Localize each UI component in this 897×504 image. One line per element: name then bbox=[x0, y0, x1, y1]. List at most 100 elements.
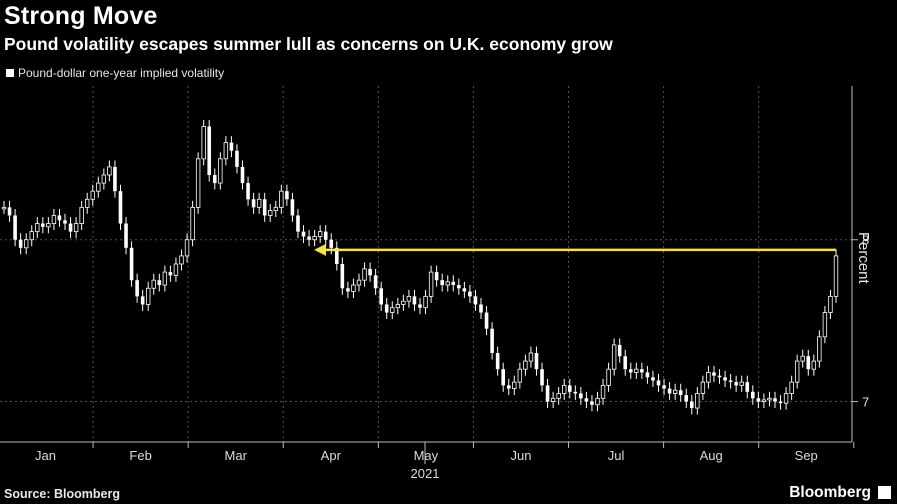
candle-body bbox=[379, 288, 383, 305]
candle-body bbox=[773, 398, 777, 402]
y-tick-label: 8 bbox=[862, 233, 869, 248]
candle-body bbox=[540, 369, 544, 386]
candle-body bbox=[368, 268, 372, 276]
candle-body bbox=[706, 372, 711, 383]
candle-body bbox=[401, 300, 406, 305]
candle-body bbox=[346, 288, 350, 292]
candle-body bbox=[501, 369, 505, 386]
candle-body bbox=[628, 369, 633, 373]
candle-body bbox=[590, 401, 594, 405]
candle-body bbox=[390, 307, 395, 313]
candle-body bbox=[356, 279, 362, 286]
candle-body bbox=[179, 255, 184, 265]
candle-body bbox=[457, 285, 461, 289]
candle-body bbox=[41, 223, 45, 227]
candle-body bbox=[512, 381, 517, 389]
candle-body bbox=[423, 295, 428, 309]
candle-body bbox=[173, 263, 179, 276]
candle-body bbox=[335, 247, 339, 264]
candle-body bbox=[195, 158, 201, 208]
candle-body bbox=[235, 150, 239, 167]
candle-body bbox=[567, 385, 572, 392]
candle-body bbox=[101, 174, 107, 184]
candle-body bbox=[273, 206, 278, 211]
candle-body bbox=[157, 280, 162, 286]
candle-body bbox=[168, 272, 173, 276]
candle-body bbox=[256, 198, 262, 208]
brand-logo: Bloomberg bbox=[789, 484, 871, 501]
x-tick-label: May bbox=[414, 448, 439, 463]
candle-body bbox=[412, 296, 417, 305]
candle-body bbox=[140, 296, 145, 305]
axes: Jan Feb Mar Apr May Jun Jul Aug Sep 2021 7 8 bbox=[0, 86, 869, 481]
candle-body bbox=[268, 210, 273, 216]
candle-body bbox=[717, 375, 722, 378]
x-tick-label: Apr bbox=[321, 448, 342, 463]
candle-body bbox=[700, 381, 706, 394]
candle-body bbox=[190, 206, 195, 241]
candle-body bbox=[246, 183, 250, 200]
series-candles bbox=[1, 119, 839, 415]
x-tick-label: Aug bbox=[700, 448, 723, 463]
candle-body bbox=[600, 384, 606, 399]
candle-body bbox=[290, 199, 295, 216]
candle-body bbox=[151, 279, 156, 289]
candle-body bbox=[63, 220, 67, 224]
brand-mark-icon bbox=[878, 486, 891, 499]
candle-body bbox=[611, 344, 617, 370]
candle-body bbox=[73, 223, 79, 233]
candle-body bbox=[534, 353, 539, 370]
candle-body bbox=[317, 231, 323, 237]
candle-body bbox=[35, 223, 40, 233]
candle-body bbox=[678, 390, 683, 396]
candle-body bbox=[789, 381, 794, 394]
candle-body bbox=[201, 126, 206, 160]
candle-body bbox=[645, 372, 650, 378]
candle-body bbox=[806, 356, 811, 370]
candle-body bbox=[373, 275, 378, 289]
annotation-arrow bbox=[314, 243, 836, 256]
candle-body bbox=[817, 336, 822, 362]
candle-body bbox=[734, 382, 738, 386]
candle-body bbox=[634, 368, 639, 373]
candle-body bbox=[13, 215, 17, 240]
candle-body bbox=[18, 239, 23, 248]
candle-body bbox=[767, 397, 772, 401]
candle-body bbox=[351, 284, 356, 292]
candle-body bbox=[656, 380, 661, 386]
candle-body bbox=[113, 166, 117, 192]
candle-body bbox=[107, 166, 112, 176]
candle-body bbox=[833, 255, 839, 297]
candle-body bbox=[207, 126, 212, 175]
candle-body bbox=[794, 360, 800, 383]
candle-body bbox=[495, 353, 500, 370]
candle-body bbox=[484, 312, 489, 329]
x-tick-label: Jul bbox=[608, 448, 625, 463]
candle-body bbox=[240, 166, 245, 184]
legend-label: Pound-dollar one-year implied volatility bbox=[18, 66, 225, 80]
candle-body bbox=[550, 397, 556, 402]
candle-body bbox=[462, 288, 467, 292]
candle-body bbox=[523, 360, 528, 370]
candle-body bbox=[712, 372, 716, 376]
candle-body bbox=[312, 236, 317, 241]
candle-body bbox=[96, 182, 101, 192]
candle-body bbox=[473, 296, 478, 305]
y-tick-label: 7 bbox=[862, 395, 869, 410]
candle-body bbox=[223, 142, 229, 160]
candle-body bbox=[434, 272, 439, 281]
arrow-head bbox=[314, 243, 326, 256]
candle-body bbox=[146, 287, 151, 305]
candle-body bbox=[640, 369, 644, 373]
candle-body bbox=[307, 236, 311, 240]
chart-subtitle: Pound volatility escapes summer lull as … bbox=[4, 34, 613, 54]
candle-body bbox=[57, 215, 62, 221]
candle-body bbox=[323, 231, 328, 240]
candle-body bbox=[7, 207, 12, 216]
candle-body bbox=[728, 380, 733, 383]
chart-title: Strong Move bbox=[4, 2, 158, 30]
candle-body bbox=[800, 355, 805, 362]
candle-body bbox=[479, 304, 483, 313]
candle-body bbox=[46, 223, 51, 228]
